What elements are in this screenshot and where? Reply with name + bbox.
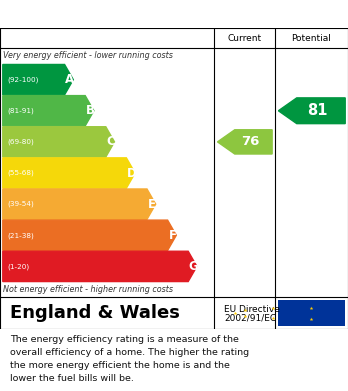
Polygon shape — [3, 251, 197, 282]
Polygon shape — [3, 220, 176, 250]
Polygon shape — [218, 130, 272, 154]
Text: The energy efficiency rating is a measure of the
overall efficiency of a home. T: The energy efficiency rating is a measur… — [10, 335, 250, 383]
Text: B: B — [86, 104, 95, 117]
Text: D: D — [127, 167, 136, 179]
Text: Potential: Potential — [292, 34, 331, 43]
Text: G: G — [189, 260, 198, 273]
Text: A: A — [65, 73, 74, 86]
Text: Not energy efficient - higher running costs: Not energy efficient - higher running co… — [3, 285, 174, 294]
Text: (55-68): (55-68) — [7, 170, 34, 176]
Text: (69-80): (69-80) — [7, 139, 34, 145]
Text: Energy Efficiency Rating: Energy Efficiency Rating — [10, 7, 213, 22]
Text: (39-54): (39-54) — [7, 201, 34, 207]
Polygon shape — [3, 95, 94, 126]
Text: (21-38): (21-38) — [7, 232, 34, 239]
Text: F: F — [169, 229, 177, 242]
Text: Current: Current — [227, 34, 262, 43]
Text: C: C — [106, 135, 116, 149]
Text: Very energy efficient - lower running costs: Very energy efficient - lower running co… — [3, 51, 173, 60]
Text: 76: 76 — [241, 135, 259, 149]
Polygon shape — [3, 189, 156, 219]
Text: 2002/91/EC: 2002/91/EC — [224, 314, 277, 323]
Text: England & Wales: England & Wales — [10, 304, 180, 322]
Text: (92-100): (92-100) — [7, 76, 38, 83]
Polygon shape — [3, 127, 114, 157]
Text: (81-91): (81-91) — [7, 108, 34, 114]
Text: 81: 81 — [307, 103, 327, 118]
Text: E: E — [148, 197, 156, 211]
Polygon shape — [278, 98, 345, 124]
Bar — [278, 300, 345, 326]
Text: (1-20): (1-20) — [7, 263, 29, 270]
Text: EU Directive: EU Directive — [224, 305, 280, 314]
Polygon shape — [3, 65, 73, 95]
Polygon shape — [3, 158, 135, 188]
